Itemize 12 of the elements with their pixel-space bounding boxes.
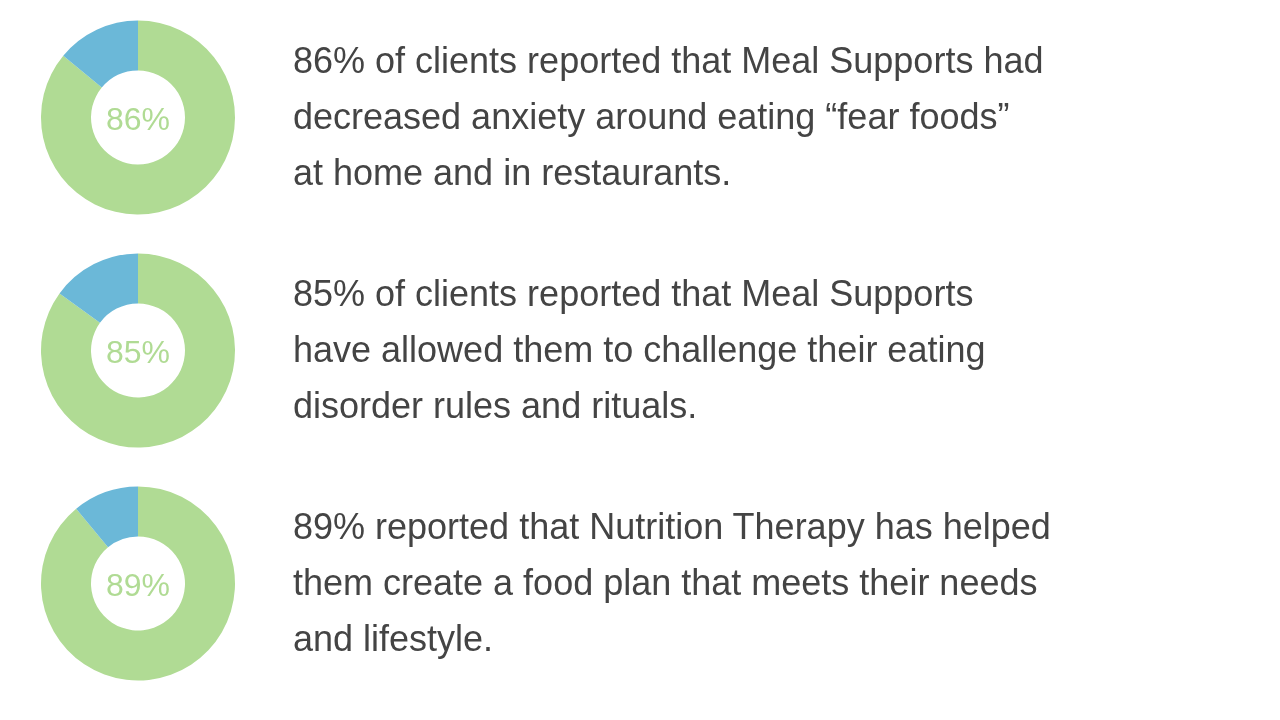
text: 86% of clients reported that Meal Supports had decreased anxiety around eating “fear foods” at home and in restaurants.: [293, 40, 1044, 193]
donut-slice: [76, 486, 138, 548]
text: 89% reported that Nutrition Therapy has helped them create a food plan that meets their needs and lifestyle.: [293, 506, 1051, 659]
data-label: 85%: [105, 334, 171, 370]
donut-slice: [41, 20, 235, 215]
donut-slice: [63, 20, 138, 88]
data-label: 89%: [105, 567, 171, 603]
text: 85% of clients reported that Meal Supports have allowed them to challenge their eating disorder rules and rituals.: [293, 273, 986, 426]
data-label: 86%: [105, 101, 171, 137]
donut-slice: [41, 253, 235, 448]
donut-slice: [59, 253, 138, 323]
donut-slice: [41, 486, 235, 681]
